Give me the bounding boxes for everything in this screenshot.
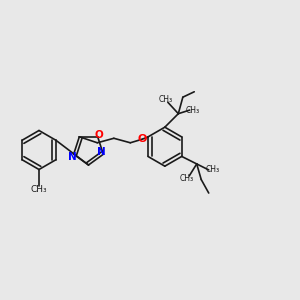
Text: N: N [98, 147, 106, 157]
Text: CH₃: CH₃ [180, 174, 194, 183]
Text: O: O [95, 130, 103, 140]
Text: O: O [138, 134, 147, 144]
Text: N: N [68, 152, 76, 162]
Text: CH₃: CH₃ [159, 95, 173, 104]
Text: CH₃: CH₃ [205, 165, 219, 174]
Text: CH₃: CH₃ [31, 184, 47, 194]
Text: CH₃: CH₃ [186, 106, 200, 115]
